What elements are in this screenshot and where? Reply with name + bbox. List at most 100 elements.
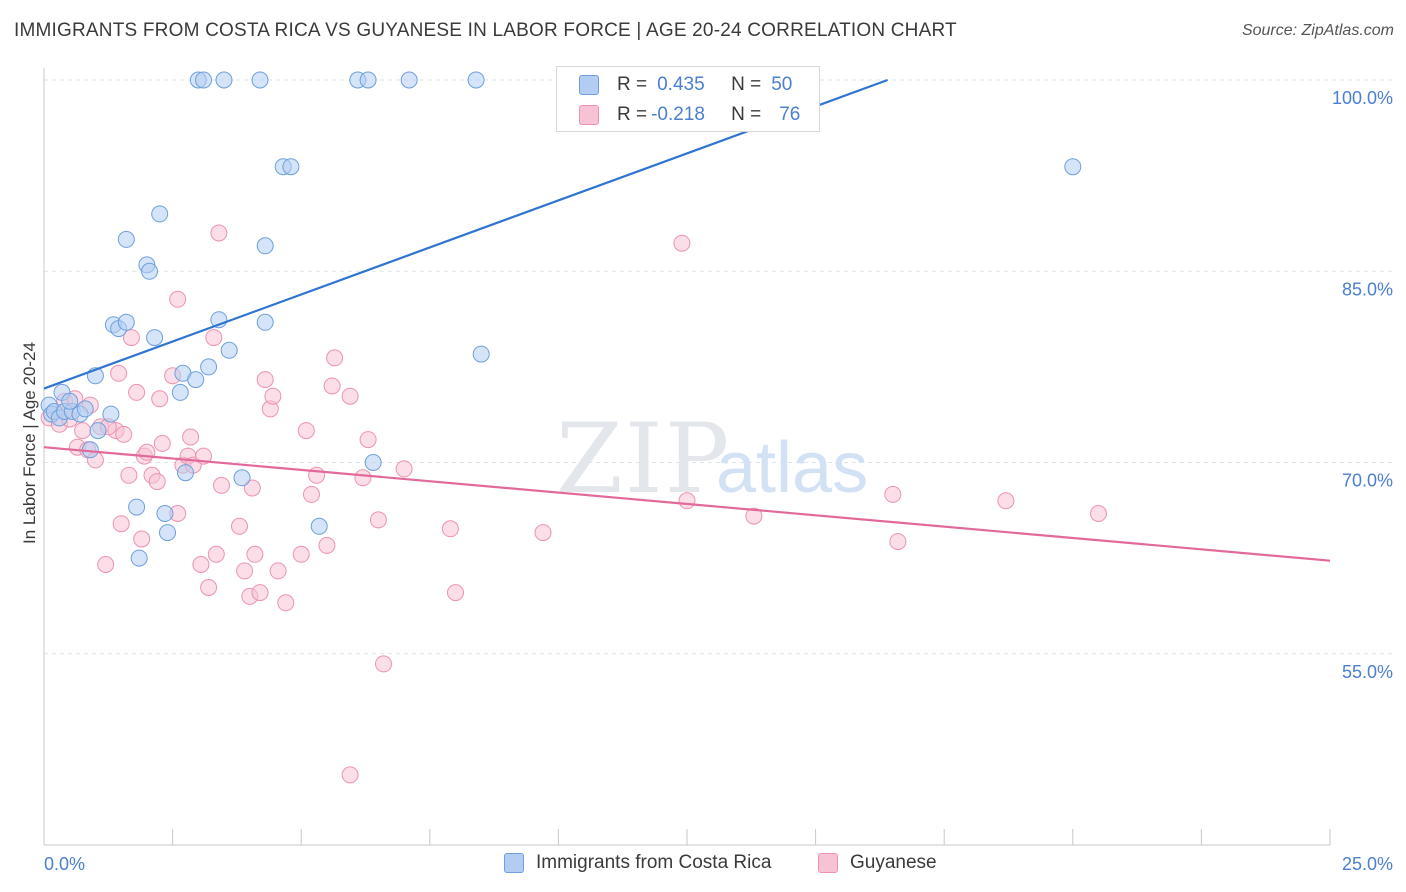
data-point (233, 469, 251, 487)
data-point (251, 584, 269, 602)
n-label: N = (731, 104, 762, 125)
data-point (120, 466, 138, 484)
r-label: R = (617, 104, 648, 125)
legend-label: Immigrants from Costa Rica (536, 852, 772, 873)
y-tick-label: 100.0% (1332, 88, 1393, 108)
data-point (156, 505, 174, 522)
data-point (207, 545, 225, 563)
data-point (364, 454, 382, 471)
legend-swatch-blue (504, 853, 524, 873)
data-point (151, 205, 169, 223)
grid-lines (44, 79, 1392, 655)
n-value: 76 (779, 104, 801, 125)
watermark: ZIP atlas (556, 403, 868, 515)
data-point (889, 533, 907, 551)
data-point (117, 313, 135, 331)
data-point (472, 345, 490, 363)
data-point (884, 485, 902, 503)
data-point (359, 431, 377, 449)
data-point (1090, 505, 1107, 522)
data-point (231, 517, 248, 535)
data-point (745, 507, 763, 525)
data-point (200, 579, 218, 596)
data-point (148, 473, 166, 491)
data-point (341, 766, 359, 784)
data-point (354, 469, 372, 487)
data-point (220, 341, 238, 359)
data-point (236, 562, 254, 580)
data-point (369, 511, 387, 529)
data-point (210, 224, 228, 242)
data-point (341, 387, 359, 405)
legend: Immigrants from Costa Rica Guyanese (0, 846, 1406, 882)
data-point (205, 329, 223, 347)
data-point (112, 515, 130, 533)
y-axis-label: In Labor Force | Age 20-24 (20, 342, 39, 544)
axes (43, 68, 1331, 846)
data-point (359, 71, 377, 89)
data-point (74, 422, 92, 440)
n-label: N = (731, 74, 762, 95)
stats-swatch-blue (579, 75, 599, 95)
chart-title: IMMIGRANTS FROM COSTA RICA VS GUYANESE I… (14, 20, 957, 41)
data-point (673, 234, 691, 252)
data-point (153, 434, 171, 452)
data-point (1064, 158, 1082, 176)
data-point (997, 492, 1015, 510)
data-point (323, 377, 341, 395)
watermark-zip: ZIP (556, 403, 731, 515)
data-point (130, 549, 148, 567)
data-point (534, 524, 552, 542)
legend-item-guyanese[interactable]: Guyanese (818, 852, 937, 874)
data-point (182, 428, 200, 446)
data-point (297, 422, 315, 440)
data-point (318, 536, 336, 554)
data-point (117, 230, 135, 248)
data-point (89, 422, 107, 440)
data-point (102, 405, 120, 423)
data-point (159, 524, 176, 542)
y-tick-label: 85.0% (1342, 279, 1393, 299)
data-point (326, 349, 344, 367)
data-point (171, 383, 189, 401)
stats-row-guyanese: R = -0.218 N = 76 (579, 100, 801, 130)
data-point (256, 371, 274, 389)
data-point (292, 545, 310, 563)
data-point (141, 262, 158, 280)
r-label: R = (617, 74, 648, 95)
data-point (246, 545, 264, 563)
data-point (441, 520, 459, 538)
data-point (151, 390, 169, 408)
y-tick-label: 70.0% (1342, 471, 1393, 491)
tick-labels: 55.0% 70.0% 85.0% 100.0% 0.0% 25.0% (44, 88, 1393, 874)
y-axis-label-container: In Labor Force | Age 20-24 (18, 300, 42, 590)
x-tick-label: 25.0% (1342, 854, 1393, 874)
data-point (375, 655, 392, 673)
r-value: -0.218 (651, 104, 705, 125)
data-point (122, 329, 140, 347)
n-value: 50 (771, 74, 793, 95)
data-point (264, 387, 282, 405)
data-point (110, 364, 128, 382)
data-point (169, 290, 187, 308)
data-point (146, 329, 164, 347)
data-point (243, 479, 261, 497)
legend-item-costa-rica[interactable]: Immigrants from Costa Rica (504, 852, 771, 874)
data-point (138, 443, 156, 461)
data-point (76, 400, 94, 418)
data-point (192, 556, 210, 573)
x-tick-label: 0.0% (44, 854, 85, 874)
trend-line-guyanese (43, 446, 1331, 562)
data-point (256, 313, 274, 331)
data-point (195, 71, 212, 89)
stats-row-costa-rica: R = 0.435 N = 50 (579, 70, 793, 100)
data-point (187, 371, 205, 389)
data-point (128, 383, 146, 401)
source-label: Source: ZipAtlas.com (1241, 22, 1394, 39)
watermark-atlas: atlas (716, 428, 868, 508)
data-point (447, 584, 464, 602)
data-point (115, 425, 133, 443)
data-point (61, 392, 79, 410)
data-point (256, 237, 274, 255)
data-point (277, 594, 295, 612)
